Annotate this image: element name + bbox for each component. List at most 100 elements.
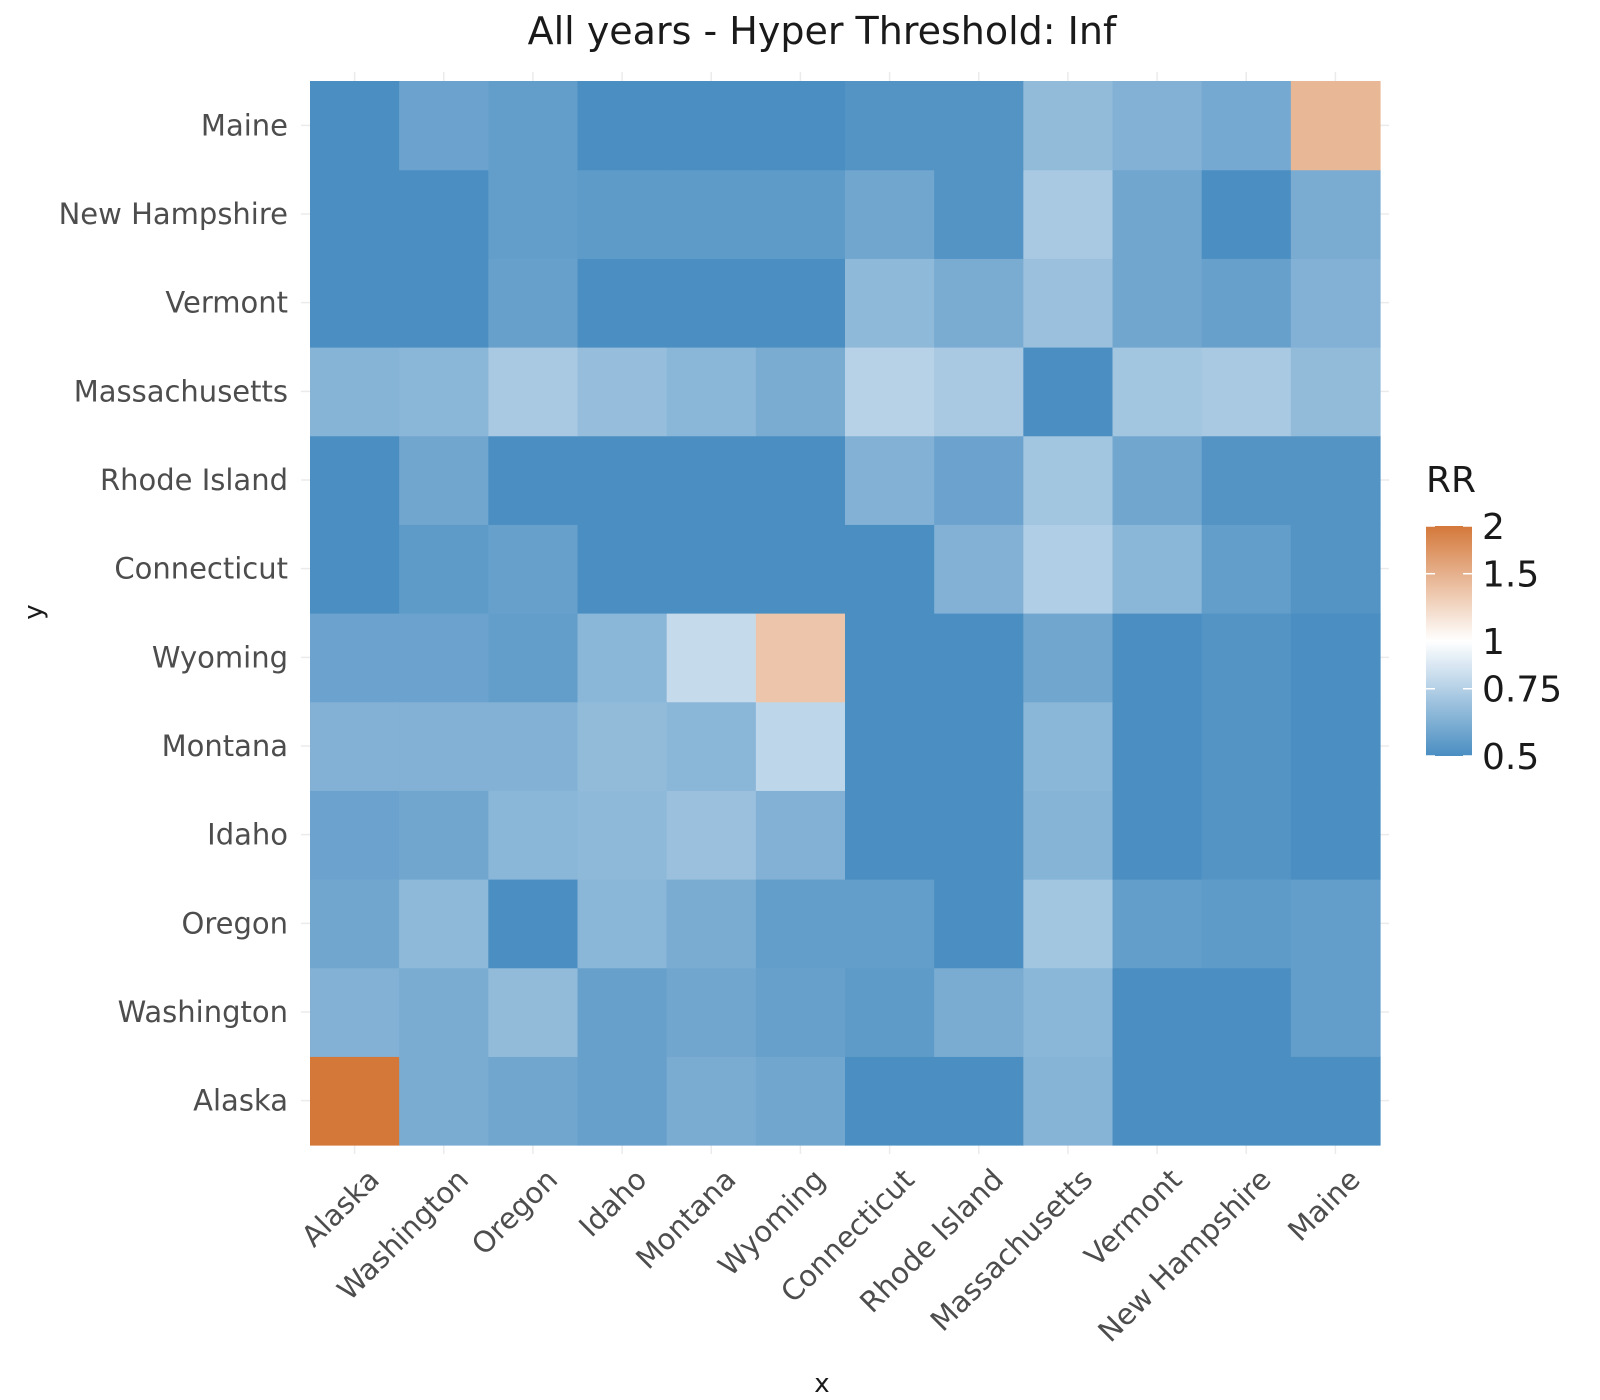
heatmap-cell-idaho-montana (577, 701, 668, 791)
legend-title: RR (1426, 460, 1476, 501)
y-tick-label-idaho: Idaho (207, 818, 288, 852)
heatmap-cell-connecticut-montana (845, 701, 935, 791)
heatmap-cell-alaska-idaho (310, 790, 400, 880)
heatmap-cell-maine-maine (1290, 81, 1381, 171)
legend-label-2: 2 (1482, 507, 1505, 548)
heatmap-cell-new-hampshire-vermont (1201, 258, 1292, 348)
y-axis-ticks: Alaska Washington Oregon Idaho Montana Wyomin… (59, 108, 288, 1117)
heatmap-cell-maine-vermont (1290, 258, 1381, 348)
heatmap-cell-rhode-island-oregon (934, 879, 1024, 969)
heatmap-cell-montana-montana (666, 701, 757, 791)
heatmap-cell-oregon-maine (488, 81, 579, 171)
y-tick-label-alaska: Alaska (193, 1084, 288, 1118)
heatmap-cell-oregon-wyoming (488, 613, 579, 703)
heatmap-cell-washington-maine (399, 81, 489, 171)
y-tick-label-new-hampshire: New Hampshire (59, 197, 288, 231)
heatmap-cell-connecticut-vermont (845, 258, 935, 348)
heatmap-cell-maine-oregon (1290, 879, 1381, 969)
heatmap-cell-connecticut-wyoming (845, 613, 935, 703)
heatmap-cell-montana-wyoming (666, 613, 757, 703)
heatmap-cell-idaho-idaho (577, 790, 668, 880)
heatmap-cell-massachusetts-connecticut (1023, 524, 1114, 614)
x-axis-title: x (814, 1369, 829, 1399)
heatmap-cell-rhode-island-alaska (934, 1056, 1024, 1146)
heatmap-cell-oregon-montana (488, 701, 579, 791)
heatmap-cell-wyoming-alaska (755, 1056, 846, 1146)
heatmap-cell-vermont-washington (1112, 967, 1203, 1057)
heatmap-cell-montana-massachusetts (666, 347, 757, 437)
heatmap-cell-vermont-wyoming (1112, 613, 1203, 703)
heatmap-cell-wyoming-vermont (755, 258, 846, 348)
heatmap-cell-new-hampshire-oregon (1201, 879, 1292, 969)
heatmap-cell-alaska-new-hampshire (310, 169, 400, 259)
heatmap-cell-maine-alaska (1290, 1056, 1381, 1146)
legend-labels: 2 1.5 1 0.75 0.5 (1426, 507, 1562, 778)
y-tick-label-connecticut: Connecticut (114, 552, 288, 586)
heatmap-cell-idaho-rhode-island (577, 435, 668, 525)
heatmap-cell-washington-idaho (399, 790, 489, 880)
color-legend: RR 2 1.5 1 0.75 0.5 (1426, 460, 1562, 778)
heatmap-cell-idaho-washington (577, 967, 668, 1057)
heatmap-cell-oregon-massachusetts (488, 347, 579, 437)
heatmap-cell-vermont-vermont (1112, 258, 1203, 348)
heatmap-cells (310, 81, 1381, 1146)
heatmap-cell-new-hampshire-new-hampshire (1201, 169, 1292, 259)
y-tick-label-oregon: Oregon (182, 906, 288, 940)
heatmap-cell-vermont-rhode-island (1112, 435, 1203, 525)
heatmap-cell-alaska-montana (310, 701, 400, 791)
heatmap-cell-montana-idaho (666, 790, 757, 880)
heatmap-cell-massachusetts-idaho (1023, 790, 1114, 880)
chart-title: All years - Hyper Threshold: Inf (528, 9, 1118, 53)
heatmap-cell-vermont-montana (1112, 701, 1203, 791)
heatmap-cell-washington-connecticut (399, 524, 489, 614)
heatmap-cell-montana-connecticut (666, 524, 757, 614)
heatmap-cell-wyoming-massachusetts (755, 347, 846, 437)
heatmap-cell-new-hampshire-connecticut (1201, 524, 1292, 614)
heatmap-cell-washington-vermont (399, 258, 489, 348)
heatmap-cell-alaska-rhode-island (310, 435, 400, 525)
heatmap-cell-rhode-island-idaho (934, 790, 1024, 880)
heatmap-cell-connecticut-rhode-island (845, 435, 935, 525)
heatmap-cell-washington-massachusetts (399, 347, 489, 437)
heatmap-cell-alaska-massachusetts (310, 347, 400, 437)
heatmap-cell-washington-montana (399, 701, 489, 791)
heatmap-cell-connecticut-washington (845, 967, 935, 1057)
heatmap-cell-oregon-washington (488, 967, 579, 1057)
heatmap-cell-wyoming-maine (755, 81, 846, 171)
legend-label-0-75: 0.75 (1482, 670, 1562, 711)
heatmap-cell-washington-oregon (399, 879, 489, 969)
heatmap-cell-rhode-island-massachusetts (934, 347, 1024, 437)
x-tick-label-idaho: Idaho (572, 1162, 653, 1243)
heatmap-cell-montana-maine (666, 81, 757, 171)
heatmap-cell-idaho-massachusetts (577, 347, 668, 437)
heatmap-cell-new-hampshire-idaho (1201, 790, 1292, 880)
heatmap-cell-rhode-island-montana (934, 701, 1024, 791)
heatmap-cell-rhode-island-new-hampshire (934, 169, 1024, 259)
heatmap-cell-vermont-massachusetts (1112, 347, 1203, 437)
heatmap-cell-alaska-connecticut (310, 524, 400, 614)
y-tick-label-massachusetts: Massachusetts (74, 374, 288, 408)
heatmap-cell-rhode-island-maine (934, 81, 1024, 171)
heatmap-cell-connecticut-new-hampshire (845, 169, 935, 259)
heatmap-cell-connecticut-maine (845, 81, 935, 171)
heatmap-cell-montana-washington (666, 967, 757, 1057)
heatmap-cell-massachusetts-washington (1023, 967, 1114, 1057)
heatmap-cell-oregon-vermont (488, 258, 579, 348)
heatmap-cell-vermont-idaho (1112, 790, 1203, 880)
heatmap-cell-wyoming-connecticut (755, 524, 846, 614)
legend-label-1-5: 1.5 (1482, 555, 1539, 596)
heatmap-cell-new-hampshire-massachusetts (1201, 347, 1292, 437)
heatmap-cell-alaska-oregon (310, 879, 400, 969)
heatmap-cell-oregon-oregon (488, 879, 579, 969)
heatmap-cell-massachusetts-montana (1023, 701, 1114, 791)
heatmap-cell-vermont-new-hampshire (1112, 169, 1203, 259)
heatmap-cell-new-hampshire-rhode-island (1201, 435, 1292, 525)
heatmap-cell-wyoming-montana (755, 701, 846, 791)
heatmap-cell-maine-wyoming (1290, 613, 1381, 703)
heatmap-cell-vermont-alaska (1112, 1056, 1203, 1146)
heatmap-cell-montana-vermont (666, 258, 757, 348)
heatmap-cell-connecticut-massachusetts (845, 347, 935, 437)
heatmap-cell-washington-wyoming (399, 613, 489, 703)
y-axis-title: y (19, 604, 49, 619)
y-tick-label-washington: Washington (118, 995, 288, 1029)
